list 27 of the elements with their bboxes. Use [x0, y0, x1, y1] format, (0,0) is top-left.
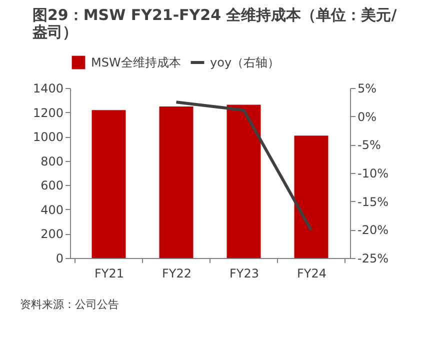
- y2-tick-label: -5%: [358, 138, 381, 152]
- x-tick-label: FY21: [94, 266, 124, 280]
- text: 资料来源：公司公告: [20, 298, 119, 311]
- y2-tick-label: -15%: [358, 194, 389, 209]
- y-tick-label: 1400: [32, 82, 64, 96]
- y2-tick-label: -25%: [358, 252, 389, 266]
- y-tick-label: 200: [40, 227, 64, 242]
- legend-label: MSW全维持成本: [91, 56, 181, 70]
- bar: [92, 110, 126, 258]
- bar: [294, 136, 328, 258]
- x-tick-label: FY23: [229, 266, 260, 280]
- y-tick-label: 0: [56, 252, 64, 266]
- legend-label: yoy（右轴）: [210, 56, 280, 70]
- chart-title: 图29：MSW FY21-FY24 全维持成本（单位：美元/盎司）: [31, 6, 398, 41]
- y2-tick-label: -10%: [358, 166, 389, 180]
- bar: [226, 104, 261, 258]
- y2-tick-label: 5%: [358, 82, 377, 96]
- y-tick-label: 1200: [32, 106, 64, 120]
- y-tick-label: 800: [40, 154, 64, 168]
- x-tick-label: FY24: [296, 266, 327, 280]
- y2-tick-label: 0%: [358, 110, 377, 124]
- x-tick-label: FY22: [162, 266, 192, 280]
- bar: [159, 106, 194, 258]
- y-tick-label: 600: [40, 178, 64, 193]
- y-tick-label: 1000: [32, 130, 64, 144]
- y2-tick-label: -20%: [358, 223, 389, 238]
- y-tick-label: 400: [40, 202, 64, 217]
